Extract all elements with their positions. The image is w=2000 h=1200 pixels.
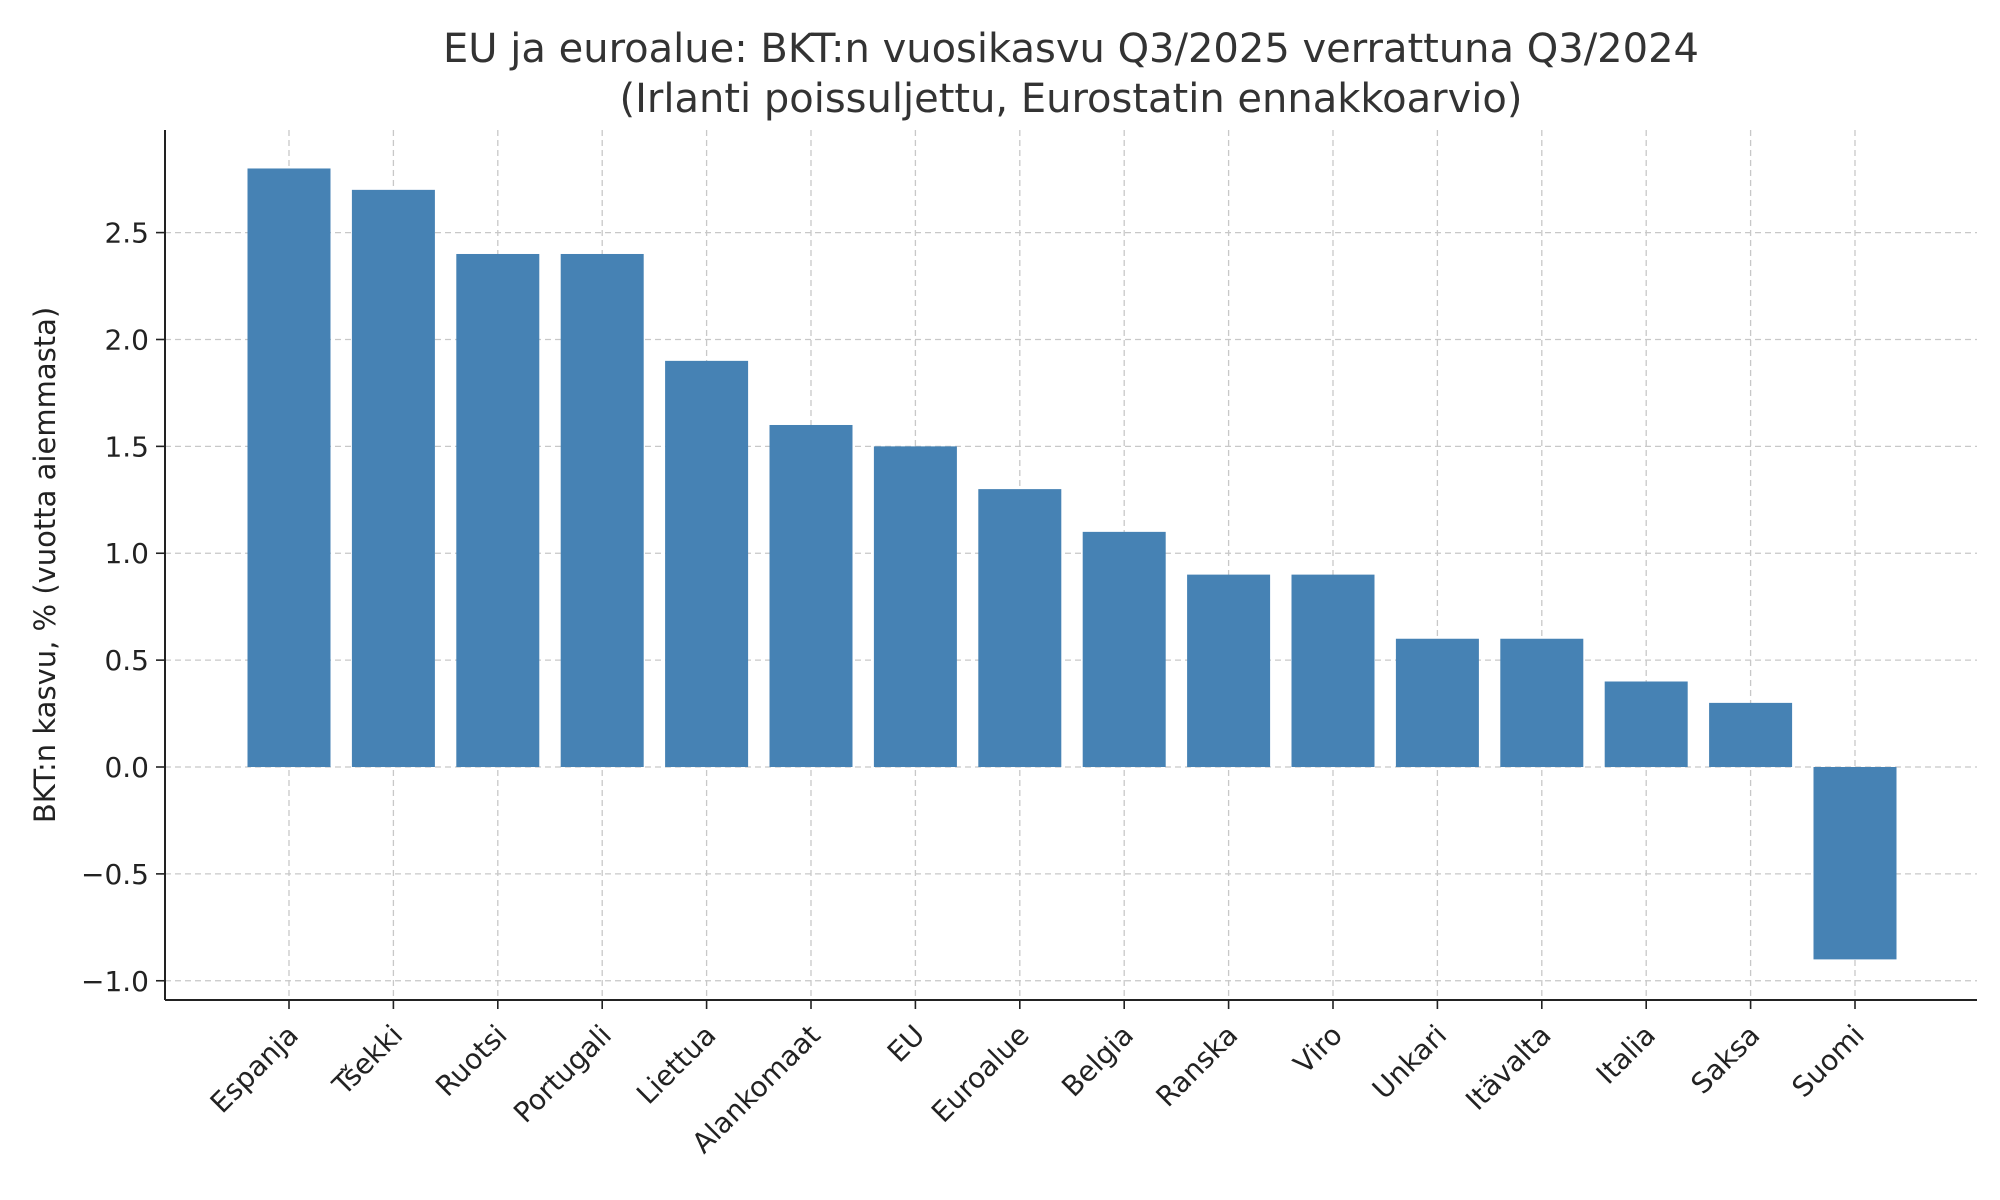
y-tick-label: 1.5 — [104, 430, 149, 463]
x-tick-label: Saksa — [1684, 1018, 1766, 1100]
x-tick-label: Italia — [1590, 1018, 1662, 1090]
chart-title: EU ja euroalue: BKT:n vuosikasvu Q3/2025… — [443, 26, 1699, 122]
x-tick-label: Viro — [1287, 1018, 1349, 1080]
bar-tšekki — [351, 189, 435, 768]
x-tick-label: Portugali — [507, 1018, 618, 1129]
y-tick-label: −0.5 — [81, 858, 149, 891]
bar-itävalta — [1500, 638, 1584, 768]
y-axis-ticks: −1.0 −0.5 0.0 0.5 1.0 1.5 2.0 2.5 — [81, 217, 165, 998]
chart-title-line-1: EU ja euroalue: BKT:n vuosikasvu Q3/2025… — [443, 26, 1699, 72]
bar-unkari — [1395, 638, 1479, 768]
bar-espanja — [247, 168, 331, 768]
x-tick-label: Tšekki — [325, 1018, 409, 1102]
x-tick-label: Euroalue — [925, 1018, 1036, 1129]
bar-suomi — [1813, 767, 1897, 960]
bar-viro — [1291, 574, 1375, 768]
x-tick-label: Ranska — [1149, 1018, 1244, 1113]
bar-ranska — [1187, 574, 1271, 768]
y-axis-label: BKT:n kasvu, % (vuotta aiemmasta) — [28, 307, 62, 823]
chart-title-line-2: (Irlanti poissuljettu, Eurostatin ennakk… — [620, 76, 1523, 122]
x-tick-label: Espanja — [204, 1018, 305, 1119]
x-tick-label: Liettua — [630, 1018, 722, 1110]
y-tick-label: 1.0 — [104, 537, 149, 570]
y-tick-label: 2.0 — [104, 323, 149, 356]
x-tick-label: EU — [881, 1018, 931, 1068]
bar-belgia — [1082, 531, 1166, 768]
bar-euroalue — [978, 489, 1062, 768]
x-tick-label: Itävalta — [1459, 1018, 1557, 1116]
bar-alankomaat — [769, 424, 853, 768]
bars — [247, 168, 1897, 960]
bar-saksa — [1709, 702, 1793, 768]
y-tick-label: 2.5 — [104, 217, 149, 250]
x-tick-label: Ruotsi — [429, 1018, 513, 1102]
y-tick-label: 0.5 — [104, 644, 149, 677]
bar-eu — [873, 446, 957, 768]
bar-ruotsi — [456, 253, 540, 768]
bar-portugali — [560, 253, 644, 768]
axes — [164, 130, 1977, 1001]
bar-italia — [1604, 681, 1688, 768]
x-tick-label: Belgia — [1055, 1018, 1140, 1103]
grid-lines — [165, 130, 1977, 1000]
bar-liettua — [665, 360, 749, 768]
y-tick-label: 0.0 — [104, 751, 149, 784]
y-tick-label: −1.0 — [81, 965, 149, 998]
x-tick-label: Unkari — [1366, 1018, 1453, 1105]
x-tick-label: Suomi — [1785, 1018, 1870, 1103]
